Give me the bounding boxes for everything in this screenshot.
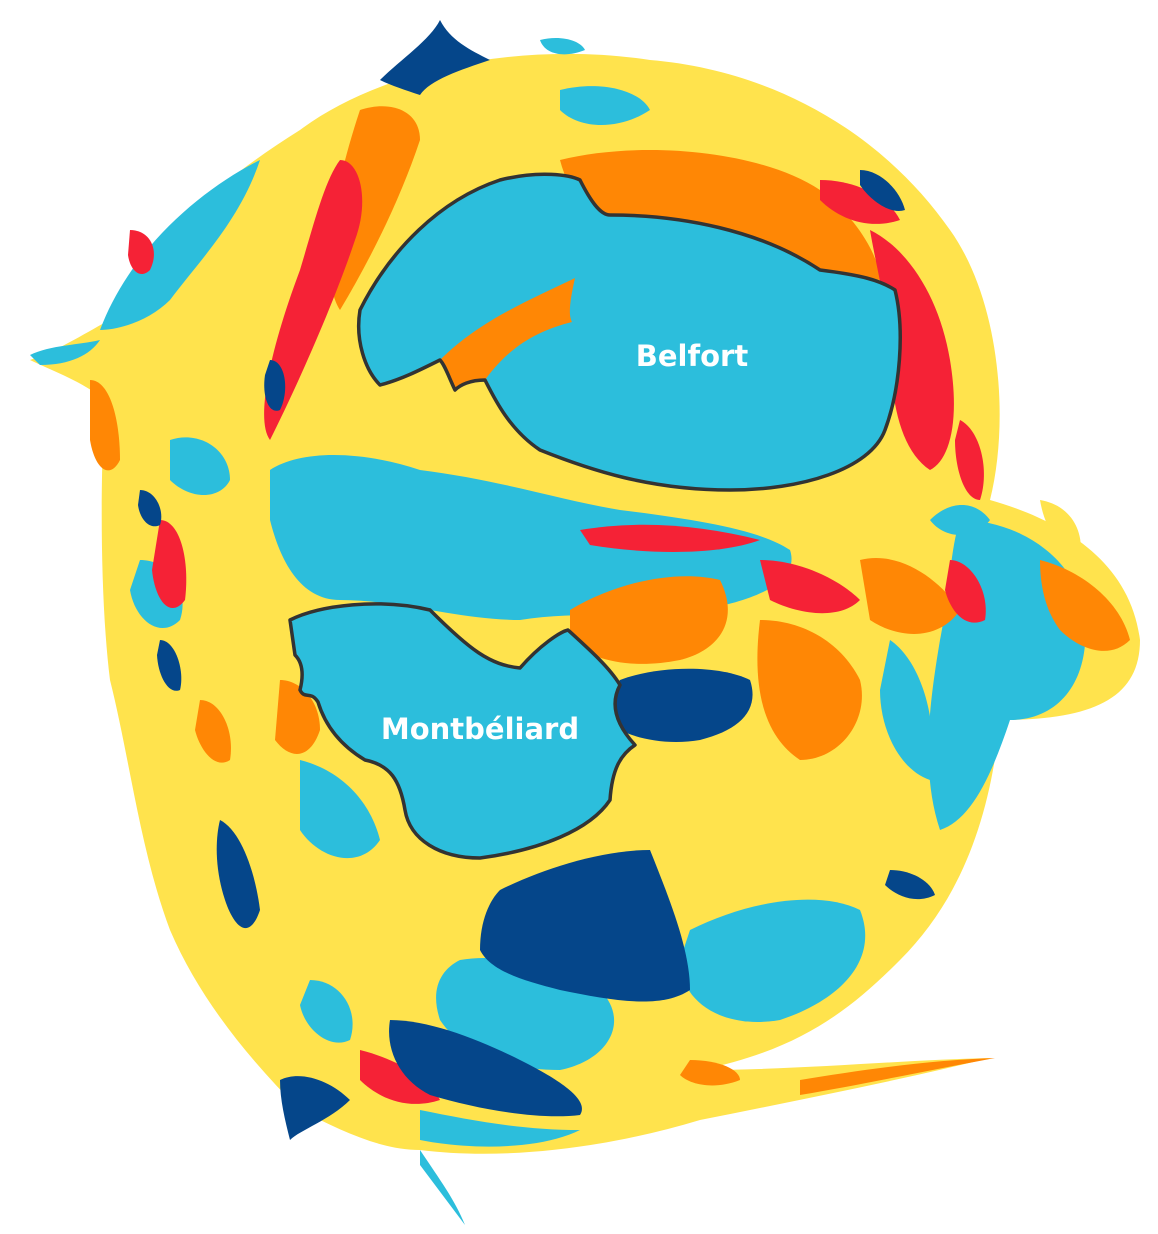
regions-fringe <box>30 38 1081 1225</box>
regions-dark-blue <box>138 20 935 1140</box>
montbeliard-label: Montbéliard <box>381 712 579 746</box>
montbeliard-area <box>290 603 635 858</box>
belfort-label: Belfort <box>636 339 749 373</box>
belfort-area <box>358 174 901 490</box>
region-dark-blue-center <box>612 668 753 742</box>
montbeliard-outline <box>288 602 637 860</box>
region-dark-blue-south <box>480 850 690 1002</box>
regions-orange <box>90 106 1130 1086</box>
belfort-inlet <box>440 278 575 390</box>
belfort-outline <box>356 172 902 492</box>
